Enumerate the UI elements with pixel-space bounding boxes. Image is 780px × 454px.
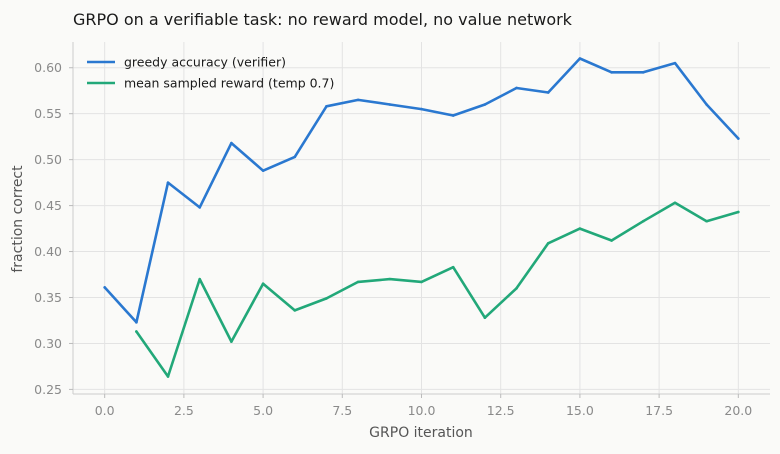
series-2-point — [261, 282, 265, 286]
x-tick-label: 7.5 — [332, 403, 352, 418]
y-tick-label: 0.60 — [34, 60, 62, 75]
series-2-point — [356, 280, 360, 284]
y-tick-label: 0.35 — [34, 290, 62, 305]
x-tick-label: 20.0 — [724, 403, 752, 418]
chart-title: GRPO on a verifiable task: no reward mod… — [73, 10, 573, 29]
series-1-point — [166, 181, 170, 184]
series-2-point — [325, 297, 328, 300]
series-1-point — [103, 286, 106, 289]
series-1-point — [388, 103, 392, 106]
series-2-point — [673, 201, 677, 205]
series-1-point — [293, 155, 297, 159]
series-1-point — [198, 206, 202, 209]
series-1-point — [483, 103, 487, 106]
series-2-point — [451, 265, 455, 269]
legend-label-1: greedy accuracy (verifier) — [124, 55, 286, 70]
series-2-point — [483, 316, 487, 320]
legend: greedy accuracy (verifier) mean sampled r… — [87, 55, 334, 91]
series-2-point — [641, 219, 645, 223]
series-1-point — [705, 103, 708, 106]
series-1-point — [135, 321, 138, 324]
series-1-point — [261, 169, 265, 172]
series-1-point — [325, 105, 328, 108]
series-1-point — [578, 57, 582, 60]
series-1-point — [610, 71, 613, 74]
y-tick-label: 0.40 — [34, 244, 62, 259]
y-tick-label: 0.25 — [34, 382, 62, 397]
series-2-point — [166, 375, 170, 378]
y-tick-label: 0.30 — [34, 336, 62, 351]
series-2-point — [135, 330, 138, 333]
series-2-point — [293, 309, 297, 312]
x-axis-label: GRPO iteration — [369, 425, 473, 441]
series-1-point — [515, 86, 518, 90]
y-tick-label: 0.55 — [34, 106, 62, 121]
series-1-point — [673, 61, 677, 65]
y-axis-label: fraction correct — [10, 165, 26, 273]
series-1-point — [641, 71, 645, 74]
series-2-point — [705, 219, 708, 223]
series-1-point — [451, 114, 455, 117]
series-1-point — [420, 107, 423, 111]
series-1-point — [230, 141, 233, 145]
series-2-point — [388, 277, 392, 281]
series-2-point — [515, 287, 518, 290]
series-1-point — [356, 98, 360, 102]
x-tick-label: 0.0 — [95, 403, 115, 418]
x-tick-label: 10.0 — [408, 403, 436, 418]
series-1-point — [546, 91, 550, 94]
series-line-2 — [135, 201, 740, 378]
x-tick-label: 12.5 — [487, 403, 515, 418]
series-1-point — [737, 137, 740, 140]
grid — [73, 42, 770, 394]
x-tick-label: 5.0 — [253, 403, 273, 418]
series-2-point — [578, 227, 582, 230]
series-2-point — [420, 280, 423, 284]
y-tick-label: 0.45 — [34, 198, 62, 213]
series-2-point — [546, 241, 550, 245]
x-tick-label: 15.0 — [566, 403, 594, 418]
y-tick-label: 0.50 — [34, 152, 62, 167]
legend-label-2: mean sampled reward (temp 0.7) — [124, 76, 334, 91]
series-2-point — [198, 277, 202, 281]
series-group — [103, 57, 740, 378]
x-tick-label: 17.5 — [645, 403, 673, 418]
x-tick-label: 2.5 — [174, 403, 194, 418]
series-2-point — [610, 239, 613, 242]
series-2-point — [737, 210, 740, 214]
series-2-point — [230, 340, 233, 343]
axes: 0.0 2.5 5.0 7.5 10.0 12.5 15.0 17.5 20.0 0.25 0.30… — [34, 42, 770, 418]
